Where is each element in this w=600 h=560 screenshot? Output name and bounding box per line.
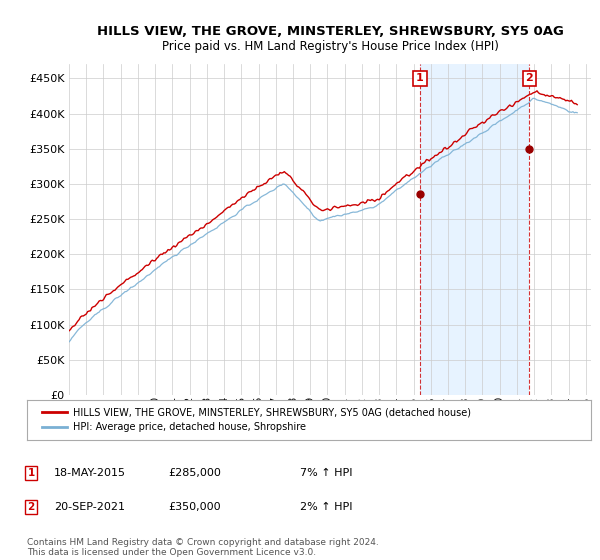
Text: Contains HM Land Registry data © Crown copyright and database right 2024.
This d: Contains HM Land Registry data © Crown c… — [27, 538, 379, 557]
Text: 2% ↑ HPI: 2% ↑ HPI — [300, 502, 353, 512]
Legend: HILLS VIEW, THE GROVE, MINSTERLEY, SHREWSBURY, SY5 0AG (detached house), HPI: Av: HILLS VIEW, THE GROVE, MINSTERLEY, SHREW… — [38, 403, 475, 437]
Text: 1: 1 — [28, 468, 35, 478]
Text: 20-SEP-2021: 20-SEP-2021 — [54, 502, 125, 512]
Bar — [420, 64, 529, 395]
Text: HILLS VIEW, THE GROVE, MINSTERLEY, SHREWSBURY, SY5 0AG: HILLS VIEW, THE GROVE, MINSTERLEY, SHREW… — [97, 25, 563, 38]
Text: 2: 2 — [526, 73, 533, 83]
Text: 2: 2 — [28, 502, 35, 512]
Text: 1: 1 — [416, 73, 424, 83]
Text: 7% ↑ HPI: 7% ↑ HPI — [300, 468, 353, 478]
Text: Price paid vs. HM Land Registry's House Price Index (HPI): Price paid vs. HM Land Registry's House … — [161, 40, 499, 53]
Text: 18-MAY-2015: 18-MAY-2015 — [54, 468, 126, 478]
Text: £285,000: £285,000 — [168, 468, 221, 478]
Text: £350,000: £350,000 — [168, 502, 221, 512]
